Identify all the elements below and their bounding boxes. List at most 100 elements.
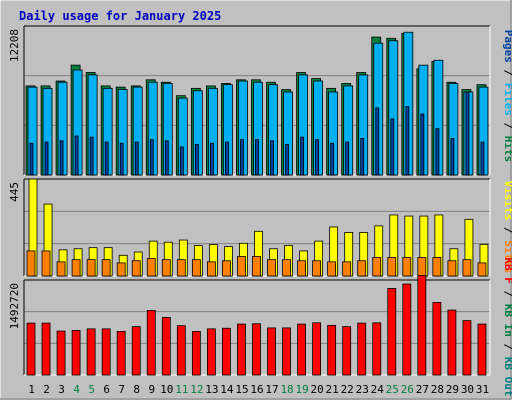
- legend-item: Visits: [502, 181, 512, 221]
- bar-sites: [447, 260, 457, 277]
- bar-pages: [194, 144, 199, 176]
- x-tick-label: 23: [356, 383, 369, 396]
- x-tick-label: 3: [58, 383, 65, 396]
- bar-kb-f: [71, 330, 81, 376]
- bar-kb-f: [176, 325, 186, 376]
- x-tick-label: 25: [386, 383, 399, 396]
- bar-pages: [360, 137, 365, 176]
- bar-pages: [149, 139, 154, 176]
- bar-pages: [209, 142, 214, 176]
- x-tick-label: 4: [73, 383, 80, 396]
- bar-sites: [372, 257, 382, 277]
- x-tick-label: 18: [280, 383, 293, 396]
- y-axis-max-label: 1492720: [8, 283, 21, 329]
- bar-sites: [327, 261, 337, 277]
- bar-pages: [465, 91, 470, 176]
- bar-sites: [161, 259, 171, 277]
- bar-sites: [462, 259, 472, 277]
- bar-kb-f: [191, 331, 201, 376]
- bar-pages: [435, 128, 440, 176]
- x-tick-label: 14: [220, 383, 234, 396]
- x-tick-label: 7: [118, 383, 125, 396]
- bar-pages: [89, 136, 94, 176]
- legend-item: /: [502, 63, 512, 83]
- x-tick-label: 15: [235, 383, 248, 396]
- bar-pages: [179, 146, 184, 176]
- bar-kb-f: [161, 317, 171, 376]
- bar-kb-f: [237, 323, 246, 376]
- bar-pages: [300, 136, 304, 176]
- bar-pages: [255, 139, 259, 176]
- bar-kb-f: [432, 302, 442, 376]
- x-tick-label: 1: [28, 383, 35, 396]
- bar-sites: [191, 259, 201, 277]
- bar-kb-f: [462, 320, 472, 376]
- x-tick-label: 2: [43, 383, 50, 396]
- bar-pages: [59, 140, 64, 176]
- bar-kb-f: [417, 274, 427, 376]
- bar-pages: [44, 141, 49, 176]
- x-tick-label: 30: [461, 383, 474, 396]
- bar-pages: [134, 141, 139, 176]
- x-tick-label: 26: [401, 383, 414, 396]
- legend-item: /: [502, 220, 512, 240]
- bar-sites: [312, 260, 322, 277]
- bar-pages: [405, 106, 410, 176]
- bar-sites: [282, 259, 291, 277]
- bar-kb-f: [131, 326, 141, 376]
- bar-kb-f: [41, 322, 51, 376]
- bar-sites: [206, 261, 216, 277]
- bar-kb-f: [297, 323, 306, 376]
- bar-sites: [131, 260, 141, 277]
- x-tick-label: 19: [295, 383, 308, 396]
- bar-sites: [56, 261, 66, 277]
- bar-pages: [420, 113, 425, 176]
- bar-kb-f: [222, 327, 231, 376]
- x-tick-label: 21: [326, 383, 339, 396]
- bar-pages: [225, 141, 229, 176]
- y-axis-max-label: 12208: [8, 29, 21, 62]
- x-axis-day-labels: 1 2 3 4 5 6 7 8 9 10 11 12 13 14 15 16 17 18 19 20 21 22 23 24 2…: [28, 383, 489, 396]
- bar-pages: [270, 140, 274, 176]
- bar-sites: [342, 261, 352, 277]
- legend-item: Hits: [502, 136, 512, 163]
- bar-kb-f: [86, 328, 96, 376]
- bar-kb-f: [56, 330, 66, 376]
- bar-pages: [119, 142, 124, 176]
- legend: Visits / Sites: [502, 181, 512, 274]
- bar-sites: [252, 255, 261, 277]
- x-tick-label: 10: [160, 383, 173, 396]
- legend-item: /: [502, 284, 512, 304]
- x-tick-label: 27: [416, 383, 429, 396]
- legend-item: KB In: [502, 304, 512, 337]
- bar-sites: [41, 250, 51, 277]
- bar-sites: [237, 255, 246, 277]
- bar-kb-f: [116, 331, 126, 376]
- bar-kb-f: [252, 323, 261, 376]
- bar-sites: [432, 257, 442, 277]
- legend-item: Pages: [502, 30, 512, 63]
- bar-pages: [345, 141, 350, 176]
- legend: KB F / KB In / KB Out: [502, 257, 512, 396]
- bar-sites: [26, 250, 36, 277]
- bar-pages: [285, 144, 289, 176]
- bar-pages: [29, 142, 34, 176]
- bar-sites: [267, 259, 276, 277]
- legend-item: Files: [502, 83, 512, 116]
- chart-title: Daily usage for January 2025: [19, 9, 221, 23]
- bar-kb-f: [357, 322, 367, 376]
- bar-kb-f: [447, 309, 457, 376]
- bar-pages: [315, 139, 320, 176]
- bar-sites: [477, 262, 487, 277]
- bar-pages: [74, 135, 79, 176]
- bar-sites: [357, 260, 367, 277]
- x-tick-label: 22: [341, 383, 354, 396]
- x-tick-label: 9: [148, 383, 155, 396]
- bar-sites: [71, 259, 81, 277]
- bar-pages: [104, 141, 109, 176]
- bar-sites: [116, 262, 126, 277]
- x-tick-label: 11: [175, 383, 188, 396]
- bar-sites: [176, 259, 186, 277]
